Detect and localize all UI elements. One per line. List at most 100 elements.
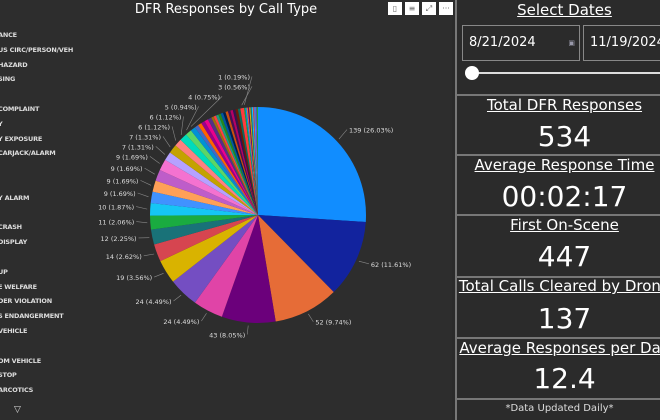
- leader-line: [186, 106, 199, 131]
- pie-slice[interactable]: [150, 191, 258, 215]
- legend-item[interactable]: Y ALARM: [0, 193, 30, 202]
- pie-slice[interactable]: [230, 109, 258, 215]
- pie-slice[interactable]: [245, 107, 258, 215]
- pie-slice[interactable]: [194, 125, 258, 215]
- pie-slice[interactable]: [250, 107, 258, 215]
- legend-item[interactable]: Y EXPOSURE: [0, 134, 43, 143]
- pie-slice[interactable]: [169, 145, 258, 215]
- pie-slice[interactable]: [160, 215, 258, 282]
- pie-slice[interactable]: [244, 107, 258, 215]
- pie-slice[interactable]: [255, 107, 258, 215]
- legend-scroll-down-icon[interactable]: ▽: [14, 405, 21, 415]
- leader-line: [201, 313, 207, 322]
- pie-slice[interactable]: [240, 107, 258, 215]
- leader-line: [140, 180, 152, 186]
- pie-slice[interactable]: [155, 170, 258, 215]
- pie-slice[interactable]: [186, 130, 258, 215]
- legend-item[interactable]: OM VEHICLE: [0, 356, 41, 365]
- pie-slice[interactable]: [258, 215, 334, 322]
- pie-slice[interactable]: [227, 110, 258, 215]
- end-date-value: 11/19/2024: [590, 35, 660, 50]
- legend-item[interactable]: SING: [0, 75, 16, 84]
- legend-item[interactable]: S ENDANGERMENT: [0, 312, 64, 321]
- pie-slice[interactable]: [246, 107, 258, 215]
- pie-slice[interactable]: [221, 215, 276, 323]
- pie-slice[interactable]: [150, 215, 258, 230]
- pie-slice[interactable]: [237, 108, 258, 215]
- pie-slice[interactable]: [165, 152, 258, 215]
- data-label: 19 (3.56%): [116, 274, 152, 282]
- kpi-title: Average Response Time: [474, 156, 655, 174]
- legend-item[interactable]: STOP: [0, 371, 17, 380]
- legend-item[interactable]: CRASH: [0, 223, 22, 232]
- kpi-value: 12.4: [533, 362, 596, 395]
- pie-slice[interactable]: [190, 127, 258, 215]
- legend-item[interactable]: DER VIOLATION: [0, 297, 52, 306]
- pie-slice[interactable]: [211, 116, 258, 215]
- pie-slice[interactable]: [225, 111, 258, 215]
- pie-slice[interactable]: [201, 121, 258, 215]
- pie-slice[interactable]: [256, 107, 258, 215]
- pie-slice[interactable]: [207, 117, 258, 215]
- legend-item[interactable]: VEHICLE: [0, 327, 28, 335]
- legend-item[interactable]: US CIRC/PERSON/VEH: [0, 45, 74, 54]
- start-date-input[interactable]: 8/21/2024 ▣: [462, 25, 580, 61]
- pie-slice[interactable]: [175, 139, 258, 215]
- legend-item[interactable]: E WELFARE: [0, 282, 37, 291]
- pie-slice[interactable]: [249, 107, 258, 215]
- pie-slice[interactable]: [149, 202, 258, 216]
- legend-item[interactable]: UP: [0, 267, 8, 276]
- data-label: 12 (2.25%): [101, 235, 137, 243]
- pie-slice[interactable]: [152, 180, 258, 215]
- leader-line: [136, 206, 148, 210]
- pie-slice[interactable]: [150, 215, 258, 245]
- legend-item[interactable]: CARJACK/ALARM: [0, 149, 56, 158]
- pie-slice[interactable]: [194, 215, 258, 317]
- divider: [457, 94, 660, 96]
- pie-slice[interactable]: [213, 115, 258, 215]
- copy-icon[interactable]: ▯: [388, 2, 402, 15]
- pie-slice[interactable]: [235, 108, 258, 215]
- pie-slice[interactable]: [258, 107, 366, 222]
- divider: [457, 337, 660, 339]
- kpi-value: 00:02:17: [501, 180, 628, 213]
- calendar-icon[interactable]: ▣: [568, 39, 575, 47]
- leader-line: [162, 136, 171, 148]
- filter-icon[interactable]: ≡: [405, 2, 419, 15]
- date-range-slider[interactable]: [471, 72, 660, 74]
- pie-slice[interactable]: [215, 114, 258, 215]
- select-dates-title: Select Dates: [517, 1, 612, 19]
- pie-slice[interactable]: [232, 109, 258, 215]
- data-label: 24 (4.49%): [135, 298, 171, 306]
- end-date-input[interactable]: 11/19/2024: [583, 25, 660, 61]
- pie-slice[interactable]: [251, 107, 258, 215]
- legend-item[interactable]: HAZARD: [0, 60, 28, 69]
- pie-slice[interactable]: [252, 107, 258, 215]
- leader-line: [143, 253, 155, 257]
- legend-item[interactable]: ANCE: [0, 31, 17, 39]
- leader-line: [155, 146, 166, 155]
- slider-handle[interactable]: [465, 66, 479, 80]
- pie-slice[interactable]: [254, 107, 258, 215]
- pie-slice[interactable]: [220, 112, 258, 215]
- pie-slice[interactable]: [223, 112, 258, 215]
- legend-item[interactable]: DISPLAY: [0, 238, 28, 247]
- kpi-title: Total Calls Cleared by Drone: [458, 277, 660, 295]
- legend-item[interactable]: Y: [0, 119, 3, 128]
- focus-mode-icon[interactable]: ⤢: [422, 2, 436, 15]
- more-options-icon[interactable]: ···: [439, 2, 453, 15]
- pie-slice[interactable]: [204, 119, 258, 215]
- pie-slice[interactable]: [218, 113, 258, 215]
- legend-item[interactable]: ARCOTICS: [0, 386, 34, 395]
- legend-item[interactable]: COMPLAINT: [0, 105, 40, 113]
- data-label: 9 (1.69%): [116, 153, 148, 161]
- pie-slice[interactable]: [180, 134, 258, 215]
- data-label: 6 (1.12%): [138, 123, 170, 131]
- pie-slice[interactable]: [154, 215, 258, 262]
- pie-slice[interactable]: [258, 215, 366, 293]
- pie-slice[interactable]: [198, 123, 258, 215]
- pie-slice[interactable]: [172, 215, 258, 303]
- data-label: 9 (1.69%): [104, 190, 136, 198]
- pie-slice[interactable]: [247, 107, 258, 215]
- pie-slice[interactable]: [159, 159, 258, 215]
